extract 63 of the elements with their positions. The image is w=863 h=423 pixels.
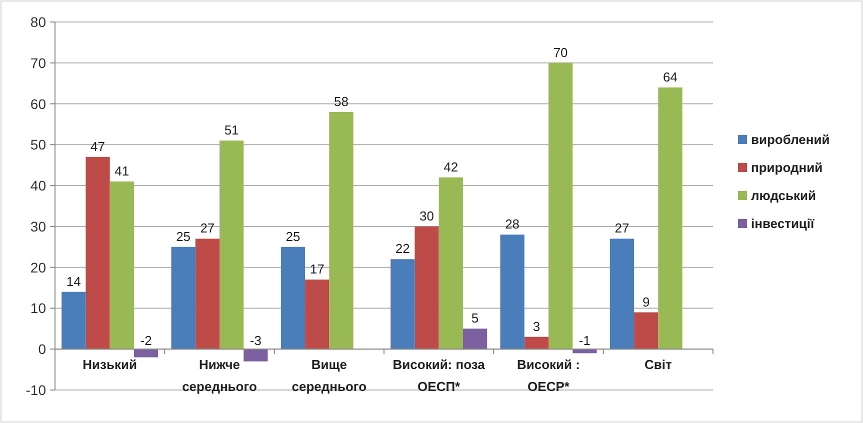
data-label: -2 <box>140 333 152 348</box>
data-label: 42 <box>444 159 458 174</box>
data-label: 51 <box>224 122 239 138</box>
bar <box>500 234 524 350</box>
x-tick-label: Високий : ОЕСР* <box>517 357 580 394</box>
data-label: 64 <box>662 69 678 84</box>
data-label: 25 <box>286 228 300 244</box>
y-tick-label: 60 <box>30 96 46 112</box>
data-label: 47 <box>90 138 106 154</box>
bar <box>244 349 268 362</box>
bar <box>329 112 354 350</box>
legend-label: людський <box>751 188 816 203</box>
x-tick-label: Високий: поза ОЕСП* <box>392 357 486 394</box>
data-label: 9 <box>642 294 650 310</box>
legend-label: природний <box>751 160 823 175</box>
y-tick-label: 30 <box>30 218 46 234</box>
data-label: 5 <box>471 310 479 326</box>
bar <box>390 259 415 350</box>
y-tick-label: 70 <box>30 54 46 71</box>
bar <box>220 140 244 350</box>
data-label: 27 <box>200 220 215 236</box>
x-tick-label: Світ <box>644 357 672 372</box>
bar <box>462 328 488 350</box>
bar <box>195 238 220 350</box>
y-tick-label: -10 <box>26 382 46 398</box>
data-label: 22 <box>395 241 410 256</box>
data-label: -1 <box>578 333 590 348</box>
y-tick-label: 20 <box>30 259 46 276</box>
data-label: 25 <box>176 228 191 244</box>
data-label: 70 <box>553 44 568 60</box>
data-label: 14 <box>66 274 81 289</box>
bar <box>438 177 463 350</box>
bar <box>62 292 86 350</box>
x-tick-label: Вище середнього <box>292 357 367 394</box>
legend-label: інвестиції <box>751 216 815 231</box>
data-label: 3 <box>532 318 540 334</box>
bar <box>305 280 330 350</box>
y-tick-label: 40 <box>30 178 46 194</box>
data-label: 17 <box>310 262 324 277</box>
bar <box>280 246 306 350</box>
x-tick-label: Нижче середнього <box>182 357 257 394</box>
legend-label: вироблений <box>751 132 830 147</box>
y-tick-label: 0 <box>38 341 46 358</box>
bar <box>414 226 439 350</box>
bar <box>610 238 634 350</box>
bar <box>110 181 134 350</box>
data-label: 58 <box>334 94 348 109</box>
x-tick-label: Низький <box>82 357 137 372</box>
data-label: 30 <box>420 208 434 224</box>
y-tick-label: 80 <box>30 14 46 30</box>
y-tick-label: 10 <box>30 300 46 316</box>
bar <box>548 62 573 350</box>
data-label: -3 <box>250 333 262 348</box>
data-label: 41 <box>114 163 130 178</box>
bar <box>86 156 110 350</box>
y-tick-label: 50 <box>30 136 46 153</box>
bar <box>634 312 658 350</box>
data-label: 27 <box>614 220 630 236</box>
bar <box>171 246 196 350</box>
bar <box>658 87 682 350</box>
bar <box>524 336 548 350</box>
data-label: 28 <box>505 216 520 232</box>
bar <box>134 349 158 358</box>
